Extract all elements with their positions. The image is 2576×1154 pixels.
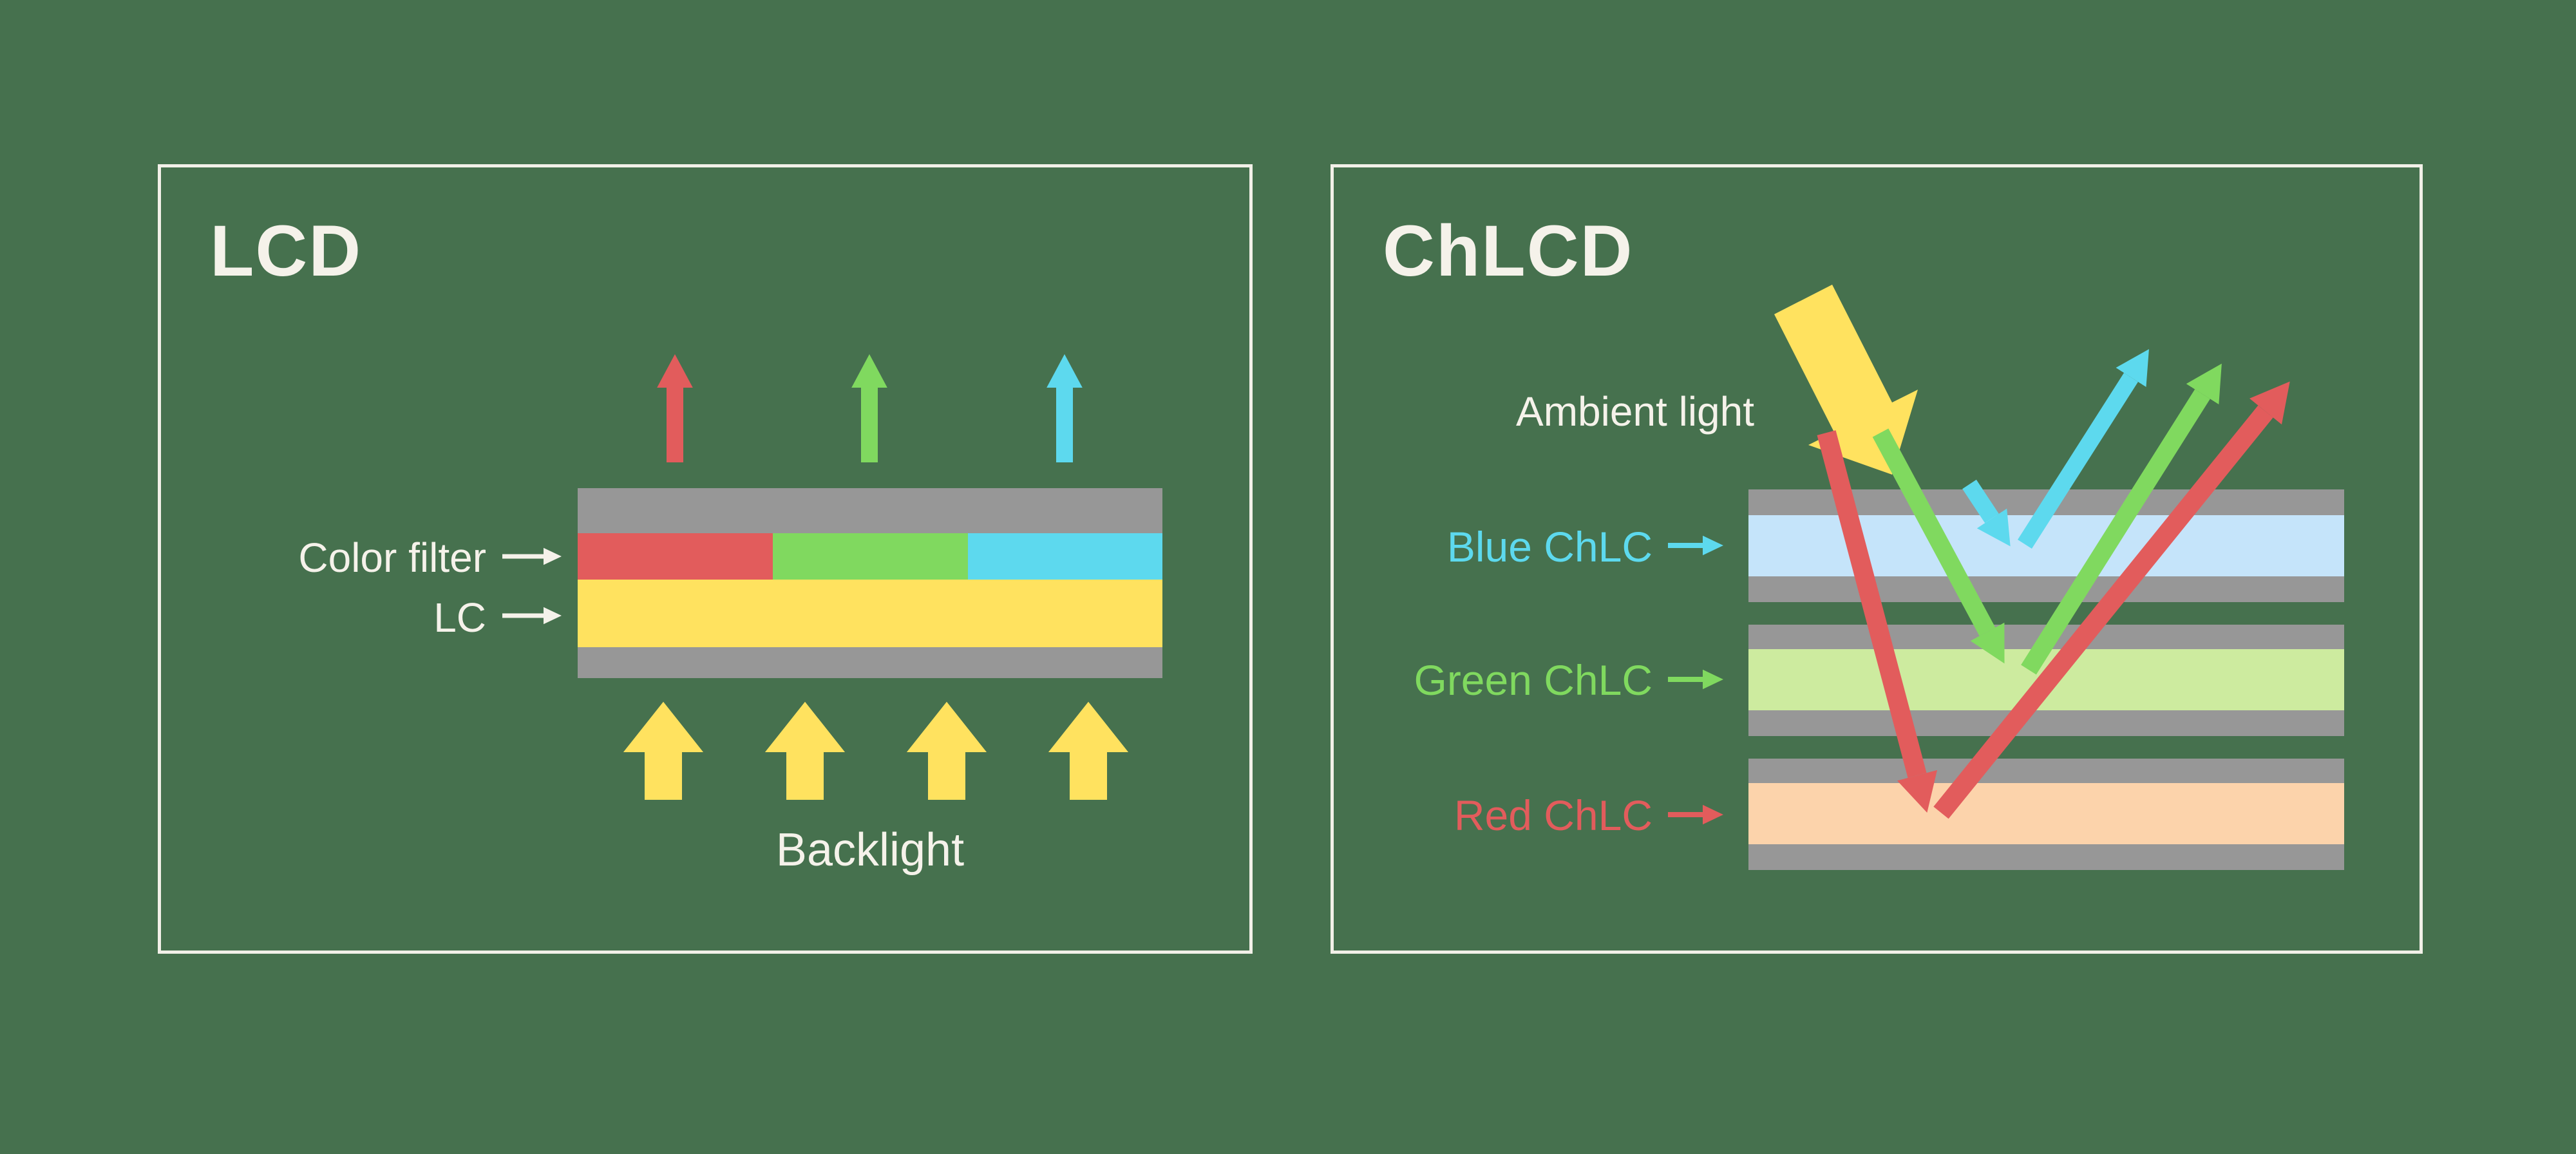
green-chlc-label: Green ChLC [1414, 656, 1653, 704]
red-reflected-arrow-icon [1933, 381, 2290, 819]
lcd-output-arrow-icons [657, 354, 1083, 462]
blue-stack-bottom-glass [1748, 576, 2344, 602]
lcd-top-glass-layer [578, 488, 1162, 533]
backlight-label: Backlight [775, 824, 965, 876]
cyan-reflected-arrow-icon [2018, 349, 2149, 549]
lcd-green-filter-segment [773, 533, 968, 580]
green-reflected-arrow-icon [2021, 363, 2222, 675]
chlcd-panel: ChLCD [1331, 164, 2423, 954]
red-chlc-label: Red ChLC [1454, 791, 1653, 839]
lcd-title: LCD [210, 211, 363, 291]
red-chlc-layer [1748, 783, 2344, 844]
lcd-bottom-glass-layer [578, 647, 1162, 678]
chlcd-title: ChLCD [1383, 211, 1634, 291]
lc-label: LC [433, 594, 486, 641]
red-stack-bottom-glass [1748, 844, 2344, 870]
red-incident-arrow-icon [1817, 430, 1938, 813]
lcd-panel: LCD [158, 164, 1253, 954]
green-stack-bottom-glass [1748, 710, 2344, 736]
chlcd-bounce-arrow-icons [1817, 349, 2290, 819]
red-stack-top-glass [1748, 759, 2344, 783]
color-filter-label: Color filter [298, 534, 486, 581]
lcd-red-filter-segment [578, 533, 773, 580]
ambient-light-arrow-icon [1774, 285, 1918, 475]
ambient-light-label: Ambient light [1516, 388, 1754, 435]
cyan-incident-arrow-icon [1962, 479, 2011, 547]
blue-chlc-label: Blue ChLC [1446, 523, 1653, 571]
backlight-arrow-icons [623, 701, 1129, 800]
green-incident-arrow-icon [1872, 428, 2005, 664]
lcd-cyan-filter-segment [968, 533, 1162, 580]
lcd-liquid-crystal-layer [578, 580, 1162, 647]
